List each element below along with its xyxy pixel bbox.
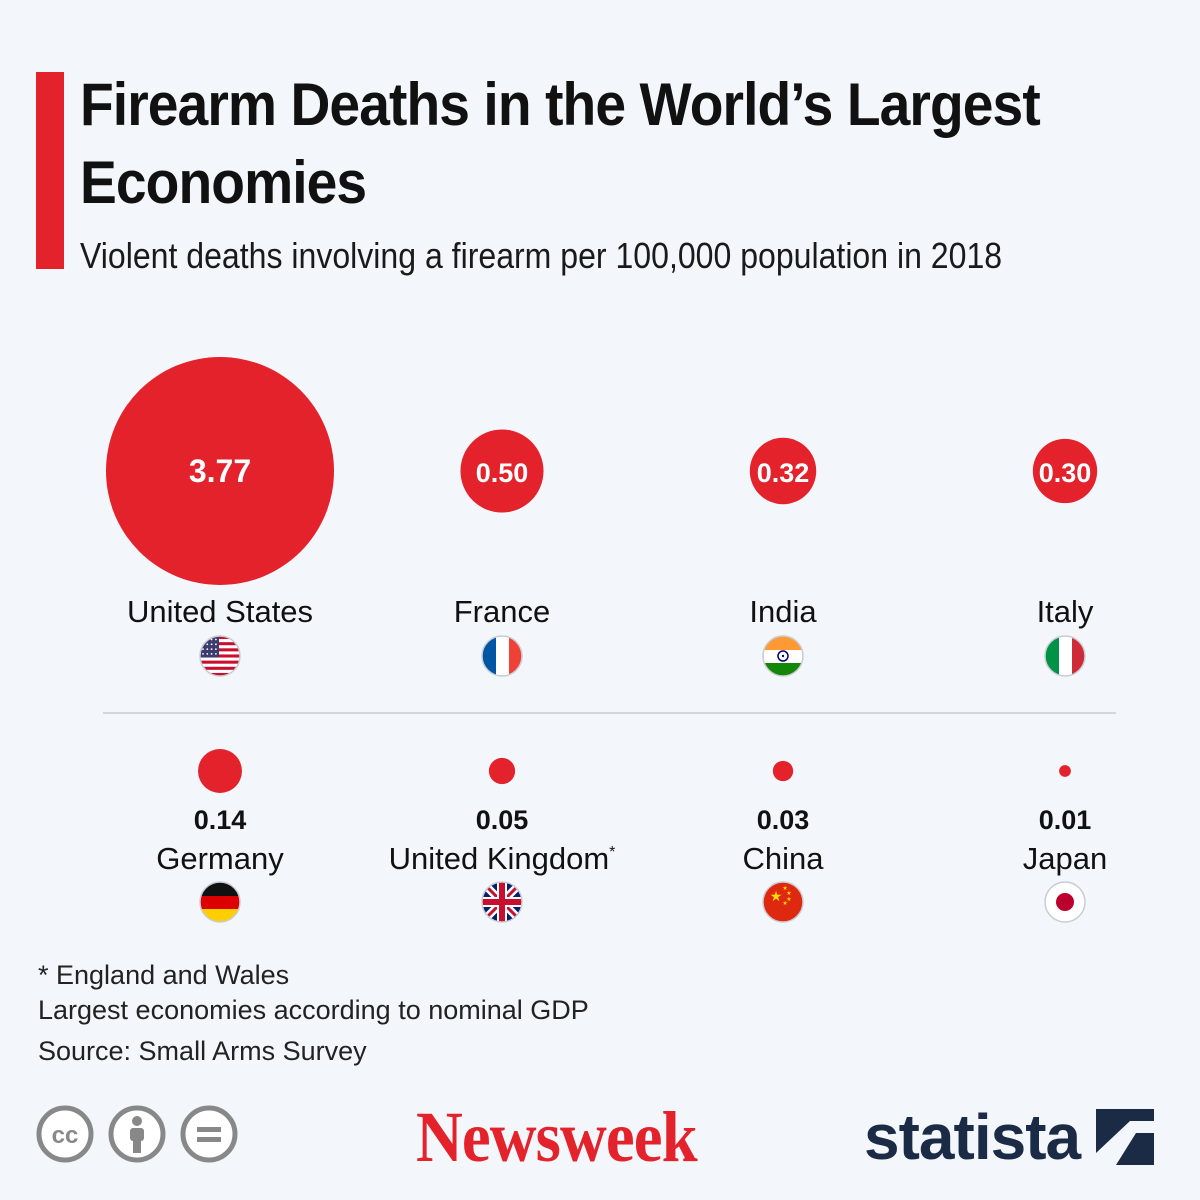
svg-text:★: ★: [782, 885, 787, 892]
chart-title: Firearm Deaths in the World’s Largest Ec…: [80, 71, 1041, 216]
uk-flag-icon-5: [481, 881, 523, 923]
country-label-6: China: [743, 841, 825, 876]
bubble-2: [749, 437, 817, 505]
country-label-0: United States: [127, 594, 313, 629]
china-flag-icon-6: ★★★★★: [762, 881, 804, 923]
no-derivatives-icon[interactable]: [180, 1105, 238, 1163]
country-label-3: Italy: [1037, 594, 1094, 629]
value-label-7: 0.01: [1039, 805, 1092, 835]
bubble-chart: 3.77 United States 0.50 France 0.32 India 0.30…: [103, 357, 1116, 923]
value-label-4: 0.14: [194, 805, 247, 835]
statista-logo-text: statista: [864, 1101, 1081, 1173]
statista-logo-icon: [1096, 1109, 1155, 1165]
attribution-icon[interactable]: [108, 1105, 166, 1163]
value-label-1: 0.50: [476, 458, 529, 488]
license-icons: cc: [36, 1105, 238, 1163]
country-label-1: France: [454, 594, 550, 629]
value-label-3: 0.30: [1039, 458, 1092, 488]
france-flag-icon-1: [481, 635, 523, 677]
accent-bar: [36, 72, 64, 269]
chart-notes: * England and Wales Largest economies ac…: [38, 958, 589, 1069]
bubble-6: [772, 760, 794, 782]
svg-text:★: ★: [770, 889, 783, 905]
newsweek-logo[interactable]: Newsweek: [416, 1097, 698, 1177]
bubble-5: [488, 757, 516, 785]
definition-text: Largest economies according to nominal G…: [38, 995, 589, 1025]
value-label-0: 3.77: [189, 453, 251, 489]
bubble-3: [1032, 438, 1098, 504]
footnote-marker: *: [609, 844, 615, 861]
footnote-text: * England and Wales: [38, 960, 290, 990]
country-label-2: India: [749, 594, 817, 629]
country-label-4: Germany: [156, 841, 284, 876]
source-text: Source: Small Arms Survey: [38, 1036, 367, 1066]
bubble-1: [460, 429, 544, 513]
value-label-5: 0.05: [476, 805, 529, 835]
value-label-6: 0.03: [757, 805, 810, 835]
country-label-5: United Kingdom*: [389, 841, 616, 876]
svg-text:★: ★: [782, 900, 787, 907]
svg-text:cc: cc: [52, 1122, 79, 1149]
bubble-4: [198, 749, 242, 793]
japan-flag-icon-7: [1044, 881, 1086, 923]
statista-brand[interactable]: statista: [864, 1100, 1155, 1174]
india-flag-icon-2: [762, 635, 804, 677]
cc-icon[interactable]: cc: [36, 1105, 94, 1163]
svg-text:★: ★: [786, 896, 791, 903]
chart-marks: 3.77 United States 0.50 France 0.32 India 0.30…: [106, 357, 1107, 923]
bubble-0: [106, 357, 334, 585]
germany-flag-icon-4: [199, 881, 241, 923]
chart-subtitle: Violent deaths involving a firearm per 1…: [80, 235, 1003, 276]
value-label-2: 0.32: [757, 458, 810, 488]
svg-text:★: ★: [786, 890, 791, 897]
us-flag-icon-0: [199, 635, 241, 677]
italy-flag-icon-3: [1044, 635, 1086, 677]
bubble-7: [1059, 765, 1071, 777]
country-label-7: Japan: [1023, 841, 1107, 876]
